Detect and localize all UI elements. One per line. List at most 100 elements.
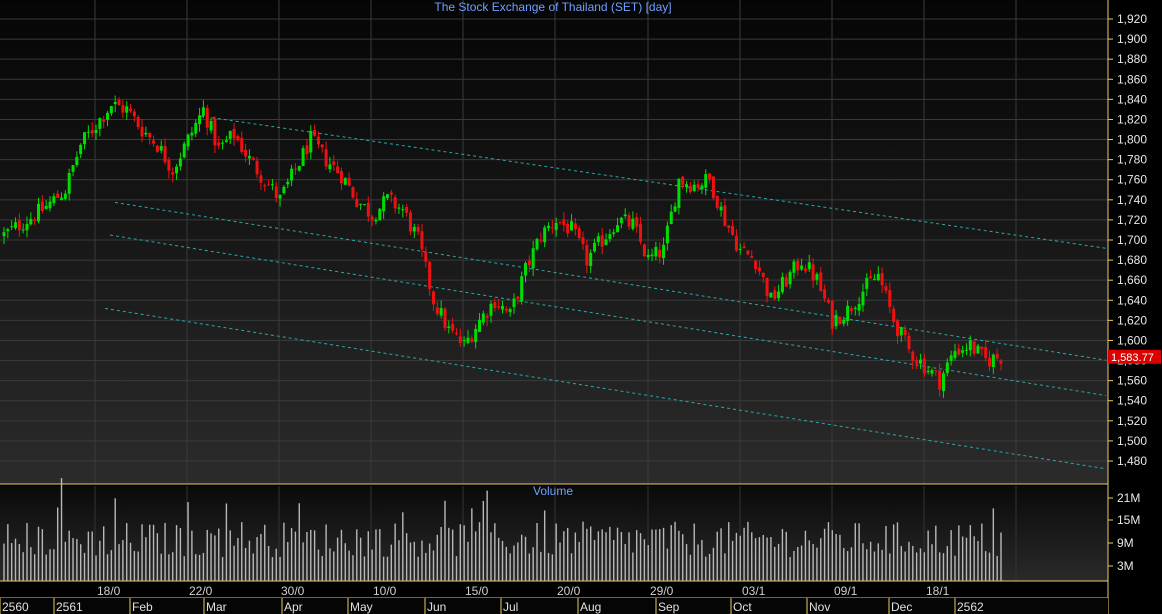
- price-tick-label: 1,500: [1117, 434, 1147, 448]
- volume-bar: [820, 538, 822, 581]
- volume-bar: [14, 538, 17, 581]
- candle-body: [370, 216, 374, 221]
- candle-body: [297, 165, 301, 171]
- month-label: Oct: [733, 600, 752, 614]
- candle-body: [727, 225, 731, 229]
- candle-body: [106, 112, 110, 120]
- candle-body: [98, 118, 102, 129]
- volume-bar: [237, 538, 239, 581]
- volume-bar: [474, 531, 477, 581]
- volume-bar: [432, 550, 435, 581]
- candle-body: [631, 218, 635, 229]
- volume-bar: [977, 541, 979, 581]
- candle-body: [148, 133, 152, 138]
- volume-bar: [436, 534, 439, 581]
- candle-body: [646, 254, 650, 258]
- volume-bar: [10, 543, 13, 581]
- volume-bar: [831, 530, 833, 581]
- volume-bar: [682, 534, 684, 581]
- candle-body: [56, 193, 60, 198]
- volume-bar: [72, 538, 74, 581]
- candle-body: [129, 108, 133, 112]
- volume-bar: [379, 529, 381, 581]
- volume-bar: [53, 549, 55, 581]
- volume-bar: [494, 523, 496, 581]
- volume-bar: [582, 521, 584, 581]
- candle-body: [309, 130, 313, 153]
- candle-body: [194, 123, 198, 134]
- candle-body: [757, 267, 761, 272]
- volume-bar: [386, 556, 389, 581]
- candle-body: [773, 290, 777, 299]
- candle-body: [63, 193, 67, 199]
- candle-body: [658, 249, 662, 258]
- chart-title: The Stock Exchange of Thailand (SET) [da…: [434, 0, 671, 14]
- volume-bar: [904, 551, 906, 581]
- candle-body: [75, 156, 79, 166]
- candle-body: [224, 140, 228, 143]
- volume-bar: [348, 550, 350, 581]
- volume-bar: [187, 502, 189, 581]
- candle-body: [903, 329, 907, 336]
- candle-body: [865, 277, 869, 289]
- volume-bar: [969, 525, 972, 581]
- volume-bar: [912, 545, 914, 581]
- volume-bar: [708, 553, 711, 581]
- volume-bar: [471, 508, 473, 581]
- volume-bar: [728, 522, 730, 581]
- volume-bar: [482, 500, 485, 581]
- volume-bar: [68, 530, 70, 581]
- volume-bar: [336, 537, 339, 581]
- volume-tick-label: 21M: [1117, 491, 1140, 505]
- candle-body: [401, 209, 405, 211]
- volume-bar: [605, 532, 607, 581]
- price-tick-label: 1,620: [1117, 313, 1147, 327]
- volume-bar: [321, 556, 323, 581]
- volume-bar: [651, 529, 653, 581]
- candle-body: [163, 146, 167, 163]
- candle-body: [198, 115, 202, 125]
- candle-body: [477, 319, 481, 332]
- candle-body: [516, 296, 520, 300]
- candle-body: [784, 277, 788, 287]
- month-label: Apr: [284, 600, 303, 614]
- volume-bar: [463, 525, 465, 581]
- volume-bar: [145, 537, 147, 581]
- candle-body: [301, 148, 305, 167]
- volume-bar: [720, 528, 722, 581]
- candle-body: [803, 268, 807, 271]
- price-axis: 1,920 1,900 1,880 1,860 1,840 1,820 1,800 1,780…: [1108, 12, 1147, 468]
- candle-body: [558, 221, 562, 223]
- trend-line: [199, 115, 1107, 249]
- volume-bar: [896, 522, 899, 581]
- candle-body: [608, 234, 612, 239]
- candle-body: [428, 261, 432, 289]
- volume-bar: [877, 543, 879, 581]
- candle-body: [359, 203, 363, 205]
- volume-bar: [858, 523, 860, 581]
- candle-body: [60, 197, 64, 201]
- volume-bar: [628, 532, 630, 581]
- volume-bar: [601, 529, 603, 581]
- candle-body: [435, 307, 439, 314]
- price-tick-label: 1,900: [1117, 32, 1147, 46]
- candle-body: [439, 308, 443, 316]
- volume-bar: [751, 532, 753, 581]
- candle-body: [535, 239, 539, 250]
- volume-bar: [76, 539, 78, 581]
- volume-bar: [99, 540, 101, 581]
- volume-bar: [283, 522, 285, 581]
- candle-body: [40, 201, 44, 212]
- price-tick-label: 1,480: [1117, 454, 1147, 468]
- volume-bar: [252, 553, 254, 581]
- grid-lines: [0, 0, 1108, 581]
- candle-body: [861, 291, 865, 306]
- candle-body: [305, 145, 309, 155]
- candle-body: [2, 232, 6, 237]
- volume-bar: [79, 544, 82, 581]
- volume-bar: [1000, 532, 1002, 581]
- candle-body: [922, 358, 926, 374]
- candle-body: [742, 246, 746, 249]
- volume-bar: [41, 529, 44, 581]
- volume-bar: [459, 524, 462, 581]
